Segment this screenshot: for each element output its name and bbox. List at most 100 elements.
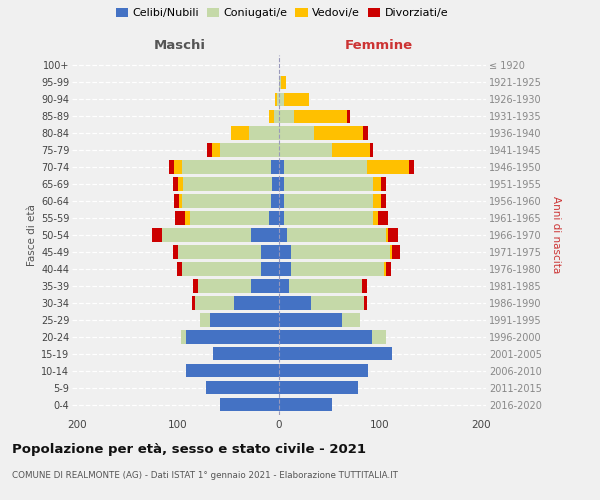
Bar <box>388 228 398 241</box>
Bar <box>279 296 311 310</box>
Bar <box>279 178 284 190</box>
Legend: Celibi/Nubili, Coniugati/e, Vedovi/e, Divorziati/e: Celibi/Nubili, Coniugati/e, Vedovi/e, Di… <box>114 6 450 20</box>
Bar <box>183 178 272 190</box>
Bar <box>386 228 388 241</box>
Bar <box>269 110 274 123</box>
Bar <box>390 246 392 258</box>
Bar <box>392 246 400 258</box>
Bar <box>311 296 364 310</box>
Bar <box>314 126 363 140</box>
Bar <box>291 246 390 258</box>
Bar <box>178 178 183 190</box>
Bar <box>279 212 284 224</box>
Bar <box>284 160 367 173</box>
Text: Popolazione per età, sesso e stato civile - 2021: Popolazione per età, sesso e stato civil… <box>12 442 366 456</box>
Bar <box>182 160 271 173</box>
Bar <box>279 246 291 258</box>
Bar <box>384 262 386 276</box>
Bar <box>211 314 279 326</box>
Bar <box>367 160 409 173</box>
Bar <box>195 296 233 310</box>
Bar <box>220 398 279 411</box>
Bar <box>363 126 368 140</box>
Bar <box>271 160 279 173</box>
Bar <box>214 347 279 360</box>
Bar <box>372 330 386 344</box>
Bar <box>200 314 211 326</box>
Bar <box>347 110 350 123</box>
Bar <box>174 160 182 173</box>
Bar <box>181 330 186 344</box>
Bar <box>261 246 279 258</box>
Bar <box>182 194 271 207</box>
Bar <box>279 262 291 276</box>
Bar <box>332 144 370 156</box>
Bar <box>271 194 279 207</box>
Bar <box>212 144 220 156</box>
Bar <box>279 144 332 156</box>
Bar <box>364 296 367 310</box>
Y-axis label: Fasce di età: Fasce di età <box>26 204 37 266</box>
Bar <box>409 160 415 173</box>
Bar <box>279 126 314 140</box>
Bar <box>373 194 381 207</box>
Bar <box>177 262 182 276</box>
Bar <box>284 194 373 207</box>
Bar <box>279 330 372 344</box>
Bar <box>173 246 178 258</box>
Bar <box>279 228 287 241</box>
Bar <box>275 92 277 106</box>
Bar <box>175 212 185 224</box>
Bar <box>192 296 195 310</box>
Bar <box>206 381 279 394</box>
Bar <box>186 330 279 344</box>
Bar <box>279 280 289 292</box>
Bar <box>362 280 367 292</box>
Bar <box>279 381 358 394</box>
Text: Femmine: Femmine <box>344 38 412 52</box>
Bar <box>279 364 368 378</box>
Bar <box>174 194 179 207</box>
Bar <box>373 212 378 224</box>
Bar <box>378 212 388 224</box>
Bar <box>179 194 182 207</box>
Text: Maschi: Maschi <box>154 38 206 52</box>
Bar <box>152 228 162 241</box>
Bar <box>386 262 391 276</box>
Bar <box>230 126 249 140</box>
Bar <box>182 262 261 276</box>
Bar <box>277 92 279 106</box>
Bar <box>251 228 279 241</box>
Bar <box>279 160 284 173</box>
Bar <box>251 280 279 292</box>
Bar <box>186 364 279 378</box>
Bar <box>193 280 198 292</box>
Bar <box>279 76 281 89</box>
Text: COMUNE DI REALMONTE (AG) - Dati ISTAT 1° gennaio 2021 - Elaborazione TUTTITALIA.: COMUNE DI REALMONTE (AG) - Dati ISTAT 1°… <box>12 471 398 480</box>
Bar <box>162 228 251 241</box>
Bar <box>269 212 279 224</box>
Bar <box>291 262 384 276</box>
Bar <box>249 126 279 140</box>
Bar <box>173 178 178 190</box>
Y-axis label: Anni di nascita: Anni di nascita <box>551 196 561 274</box>
Bar <box>284 212 373 224</box>
Bar <box>294 110 347 123</box>
Bar <box>279 92 284 106</box>
Bar <box>279 398 332 411</box>
Bar <box>185 212 190 224</box>
Bar <box>341 314 360 326</box>
Bar <box>289 280 362 292</box>
Bar <box>261 262 279 276</box>
Bar <box>279 347 392 360</box>
Bar <box>233 296 279 310</box>
Bar <box>279 314 341 326</box>
Bar <box>373 178 381 190</box>
Bar <box>381 194 386 207</box>
Bar <box>272 178 279 190</box>
Bar <box>281 76 286 89</box>
Bar <box>381 178 386 190</box>
Bar <box>279 194 284 207</box>
Bar <box>220 144 279 156</box>
Bar <box>169 160 174 173</box>
